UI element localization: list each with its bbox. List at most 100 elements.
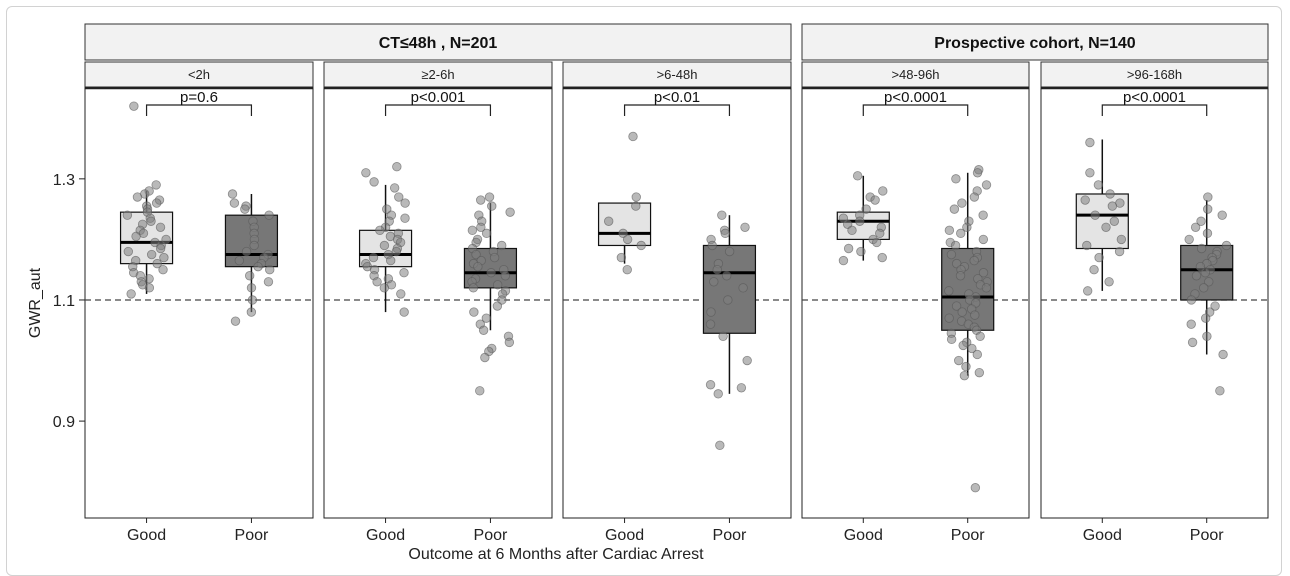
poor-data-point — [956, 228, 966, 239]
poor-data-point — [951, 174, 961, 184]
poor-data-point — [975, 331, 985, 342]
poor-data-point — [489, 252, 500, 263]
y-tick-label: 1.1 — [53, 293, 75, 310]
significance-bracket — [623, 104, 731, 116]
poor-data-point — [981, 180, 992, 190]
poor-data-point — [264, 210, 274, 220]
good-data-point — [855, 216, 865, 226]
poor-data-point — [230, 316, 241, 326]
good-data-point — [1090, 210, 1100, 220]
good-data-point — [399, 268, 409, 278]
poor-data-point — [950, 240, 961, 251]
poor-data-point — [492, 280, 503, 290]
facet-panels: <2h Good Poor p=0.6 ≥2-6h Good Poor p<0.001 >6-4… — [84, 61, 1269, 544]
poor-data-point — [1196, 216, 1206, 226]
poor-data-point — [961, 361, 971, 372]
good-data-point — [399, 307, 409, 317]
x-tick-label: Good — [605, 527, 644, 544]
facet-panel: >6-48h Good Poor p<0.01 — [562, 61, 792, 544]
poor-data-point — [467, 225, 478, 236]
x-tick-label: Good — [844, 527, 883, 544]
good-data-point — [155, 243, 166, 254]
poor-data-point — [504, 337, 515, 348]
good-data-point — [622, 264, 632, 275]
poor-data-point — [468, 283, 479, 293]
good-data-point — [389, 183, 400, 193]
good-data-point — [861, 204, 871, 214]
x-tick-label: Poor — [474, 527, 508, 544]
poor-data-point — [1217, 210, 1227, 220]
good-data-point — [379, 283, 390, 293]
facet-strip-label: >96-168h — [1127, 67, 1182, 82]
poor-data-point — [246, 283, 257, 293]
poor-data-point — [946, 249, 957, 260]
y-tick-label: 1.3 — [53, 172, 75, 189]
poor-data-point — [469, 307, 479, 317]
poor-data-point — [949, 204, 960, 214]
poor-data-point — [249, 240, 259, 251]
poor-data-point — [473, 261, 483, 272]
poor-data-point — [247, 295, 258, 305]
poor-data-point — [705, 319, 716, 329]
good-data-point — [368, 252, 379, 263]
poor-data-point — [492, 301, 503, 311]
poor-data-point — [738, 283, 748, 293]
poor-data-point — [978, 210, 988, 220]
good-data-point — [622, 234, 633, 245]
good-data-point — [1082, 286, 1093, 296]
group-header-label: CT≤48h , N=201 — [379, 35, 498, 52]
x-tick-label: Poor — [1190, 527, 1224, 544]
poor-data-point — [1186, 319, 1196, 329]
group-header-box — [84, 23, 792, 61]
good-data-point — [151, 198, 162, 208]
poor-data-point — [969, 255, 979, 266]
poor-data-point — [959, 370, 970, 381]
good-data-point — [1109, 216, 1120, 226]
good-data-point — [131, 231, 141, 242]
poor-data-point — [1199, 283, 1209, 293]
x-tick-label: Poor — [713, 527, 747, 544]
good-data-point — [628, 131, 638, 142]
poor-data-point — [723, 295, 733, 305]
poor-data-point — [1190, 222, 1201, 232]
poor-data-point — [713, 389, 723, 399]
poor-data-point — [241, 246, 252, 257]
poor-data-point — [962, 222, 972, 232]
panel-border — [562, 87, 792, 519]
poor-data-point — [705, 380, 716, 390]
poor-data-point — [481, 313, 492, 323]
poor-data-point — [1203, 192, 1213, 202]
poor-data-point — [958, 340, 968, 351]
significance-bracket — [862, 104, 969, 116]
facet-strip — [1040, 61, 1269, 88]
poor-data-point — [1203, 204, 1213, 214]
poor-data-point — [706, 307, 716, 317]
good-data-point — [123, 246, 133, 257]
good-data-point — [155, 222, 166, 232]
good-data-point — [385, 255, 396, 266]
good-data-point — [375, 225, 385, 236]
facet-strip-label: ≥2-6h — [421, 67, 454, 82]
significance-bracket — [145, 104, 253, 116]
poor-data-point — [1200, 313, 1211, 323]
panel-border — [1040, 87, 1269, 519]
poor-data-point — [709, 277, 719, 287]
poor-data-point — [944, 286, 954, 296]
poor-data-point — [1200, 268, 1210, 278]
poor-data-point — [969, 192, 980, 202]
poor-data-point — [253, 261, 263, 272]
good-data-point — [158, 264, 168, 275]
poor-data-point — [736, 383, 747, 393]
poor-data-point — [484, 192, 495, 202]
poor-data-point — [227, 189, 238, 199]
poor-data-point — [946, 334, 957, 345]
good-data-point — [875, 228, 885, 239]
good-data-point — [146, 249, 157, 260]
good-data-point — [1085, 137, 1095, 148]
good-data-point — [843, 243, 854, 254]
poor-data-point — [970, 483, 981, 493]
poor-data-point — [955, 271, 966, 281]
good-data-point — [400, 213, 410, 223]
p-value-label: p<0.0001 — [884, 89, 947, 106]
good-data-point — [379, 240, 390, 251]
